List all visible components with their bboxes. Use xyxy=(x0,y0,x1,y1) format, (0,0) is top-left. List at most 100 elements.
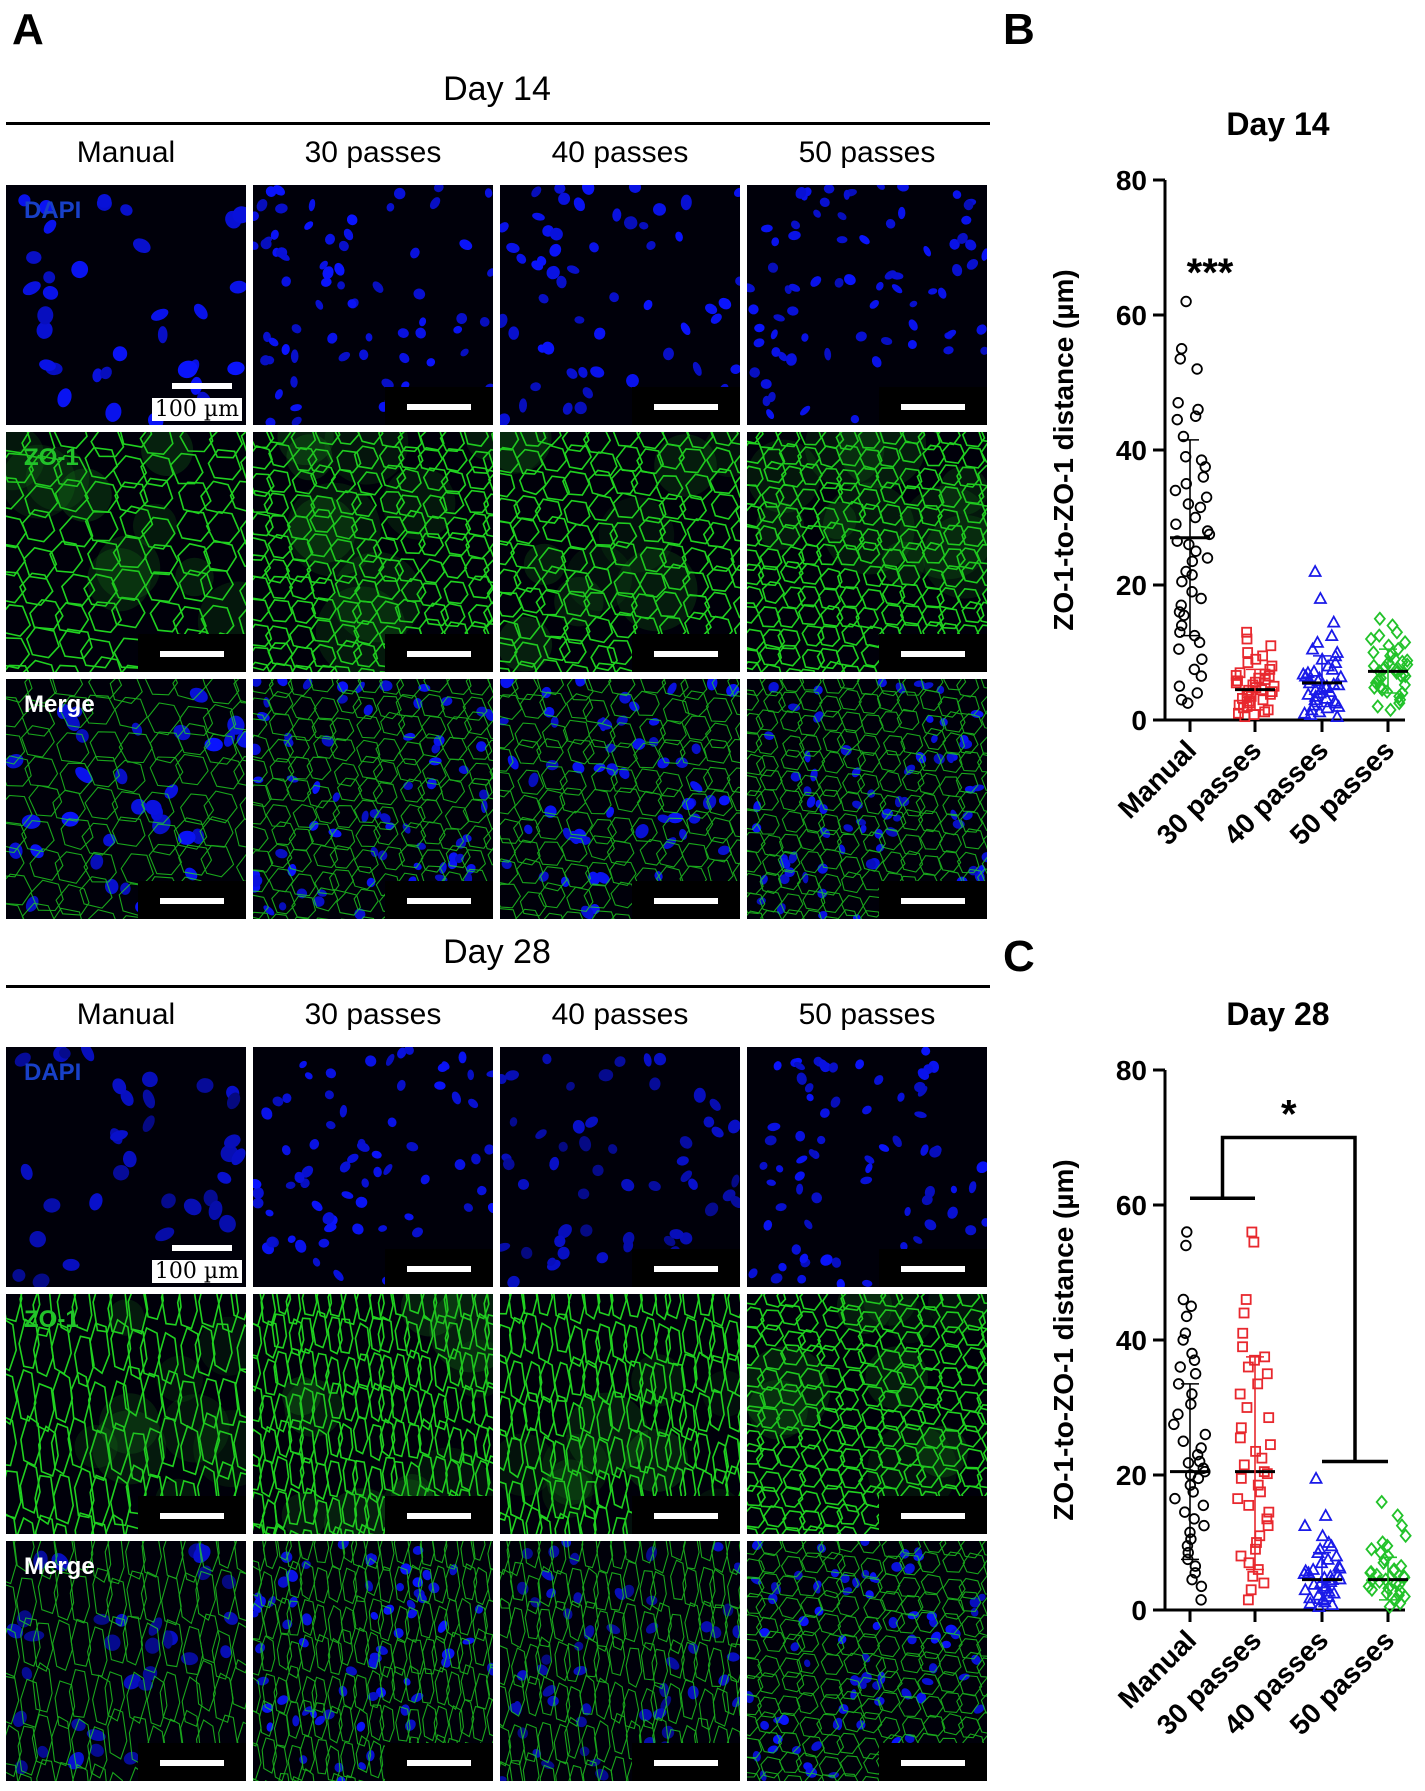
data-point xyxy=(1180,565,1192,578)
data-point xyxy=(1174,1361,1186,1373)
data-point xyxy=(1186,1388,1198,1400)
series-4 xyxy=(1362,1494,1412,1615)
scale-bar xyxy=(879,1496,987,1534)
data-point xyxy=(1201,552,1214,564)
data-point xyxy=(1254,1530,1266,1542)
series-3 xyxy=(1297,1471,1347,1613)
chart-day14: Day 14 0 20 40 60 80 ZO-1-to-ZO-1 distance (µm… xyxy=(1048,106,1414,851)
data-point xyxy=(1399,668,1412,684)
data-point xyxy=(1189,1567,1201,1579)
channel-label-zo1: ZO-1 xyxy=(24,444,79,471)
data-point xyxy=(1175,343,1188,355)
micrograph-day28-40-zo1 xyxy=(500,1294,740,1534)
data-point xyxy=(1324,1538,1339,1552)
data-point xyxy=(1193,636,1206,649)
day14-col-manual: Manual xyxy=(76,136,176,169)
data-point xyxy=(1265,1439,1276,1451)
data-point xyxy=(1259,706,1271,718)
panel-letter-b: B xyxy=(1003,5,1035,54)
data-point xyxy=(1311,673,1326,687)
micrograph-day14-manual-zo1: ZO-1 xyxy=(6,432,246,672)
data-point xyxy=(1297,1566,1312,1579)
day28-divider xyxy=(6,985,990,988)
data-point xyxy=(1380,684,1394,700)
data-point xyxy=(1181,1540,1194,1552)
data-point xyxy=(1173,643,1185,655)
micrograph-day28-manual-zo1: ZO-1 xyxy=(6,1294,246,1534)
y-tick-label: 0 xyxy=(1131,1595,1147,1626)
data-point xyxy=(1241,1402,1253,1413)
data-point xyxy=(1261,1468,1273,1480)
day14-col-30: 30 passes xyxy=(304,136,442,169)
data-point xyxy=(1322,684,1337,698)
data-point xyxy=(1237,1341,1248,1353)
data-point xyxy=(1230,670,1242,681)
data-point xyxy=(1373,611,1386,627)
micrograph-day28-40-merge xyxy=(500,1541,740,1781)
data-point xyxy=(1320,1552,1336,1565)
data-point xyxy=(1394,668,1407,683)
data-point xyxy=(1248,1236,1260,1248)
data-point xyxy=(1298,1582,1313,1596)
data-point xyxy=(1396,654,1409,670)
data-point xyxy=(1368,680,1381,696)
data-point xyxy=(1305,641,1320,655)
data-point xyxy=(1261,1513,1273,1525)
data-point xyxy=(1197,471,1210,483)
data-point xyxy=(1168,1418,1180,1431)
data-point xyxy=(1195,670,1208,682)
micrograph-day28-50-zo1 xyxy=(747,1294,987,1534)
scale-bar xyxy=(138,634,246,672)
data-point xyxy=(1186,555,1199,568)
data-point xyxy=(1324,628,1339,642)
data-point xyxy=(1390,624,1404,640)
chart-title: Day 28 xyxy=(1226,996,1329,1032)
y-tick-label: 60 xyxy=(1116,300,1147,331)
scale-bar xyxy=(879,1743,987,1781)
y-tick-label: 40 xyxy=(1116,1325,1147,1356)
data-point xyxy=(1169,1492,1181,1505)
data-point xyxy=(1195,1442,1207,1454)
data-point xyxy=(1364,631,1378,647)
data-point xyxy=(1307,664,1322,677)
data-point xyxy=(1313,591,1328,604)
data-point xyxy=(1177,1334,1189,1346)
day14-title: Day 14 xyxy=(443,70,551,108)
series-2 xyxy=(1232,1226,1276,1606)
data-point xyxy=(1304,702,1319,716)
y-tick-label: 40 xyxy=(1116,435,1147,466)
data-point xyxy=(1177,430,1190,443)
data-point xyxy=(1230,677,1242,689)
data-point xyxy=(1399,1528,1412,1544)
micrograph-day28-30-zo1 xyxy=(253,1294,493,1534)
data-point xyxy=(1301,686,1316,700)
channel-label-dapi: DAPI xyxy=(24,197,82,224)
data-point xyxy=(1196,653,1208,665)
y-tick-label: 60 xyxy=(1116,1190,1147,1221)
data-point xyxy=(1329,1548,1344,1562)
data-point xyxy=(1377,1555,1390,1571)
data-point xyxy=(1391,1508,1404,1523)
data-point xyxy=(1237,1327,1249,1339)
data-point xyxy=(1189,511,1202,524)
data-point xyxy=(1170,518,1182,530)
data-point xyxy=(1384,702,1397,718)
data-point xyxy=(1266,686,1278,698)
data-point xyxy=(1259,674,1271,685)
data-point xyxy=(1252,1479,1264,1491)
data-point xyxy=(1311,1599,1327,1613)
data-point xyxy=(1182,1546,1194,1559)
data-point xyxy=(1200,491,1213,503)
data-point xyxy=(1255,1486,1266,1498)
data-point xyxy=(1247,1570,1259,1582)
data-point xyxy=(1179,1327,1192,1339)
scale-bar xyxy=(385,1249,493,1287)
data-point xyxy=(1371,699,1384,714)
scale-bar xyxy=(385,387,493,425)
data-point xyxy=(1263,1412,1275,1424)
scale-bar xyxy=(172,383,232,389)
data-point xyxy=(1177,1293,1190,1306)
data-point xyxy=(1233,707,1244,719)
data-point xyxy=(1188,1354,1201,1366)
y-tick-label: 20 xyxy=(1116,1460,1147,1491)
